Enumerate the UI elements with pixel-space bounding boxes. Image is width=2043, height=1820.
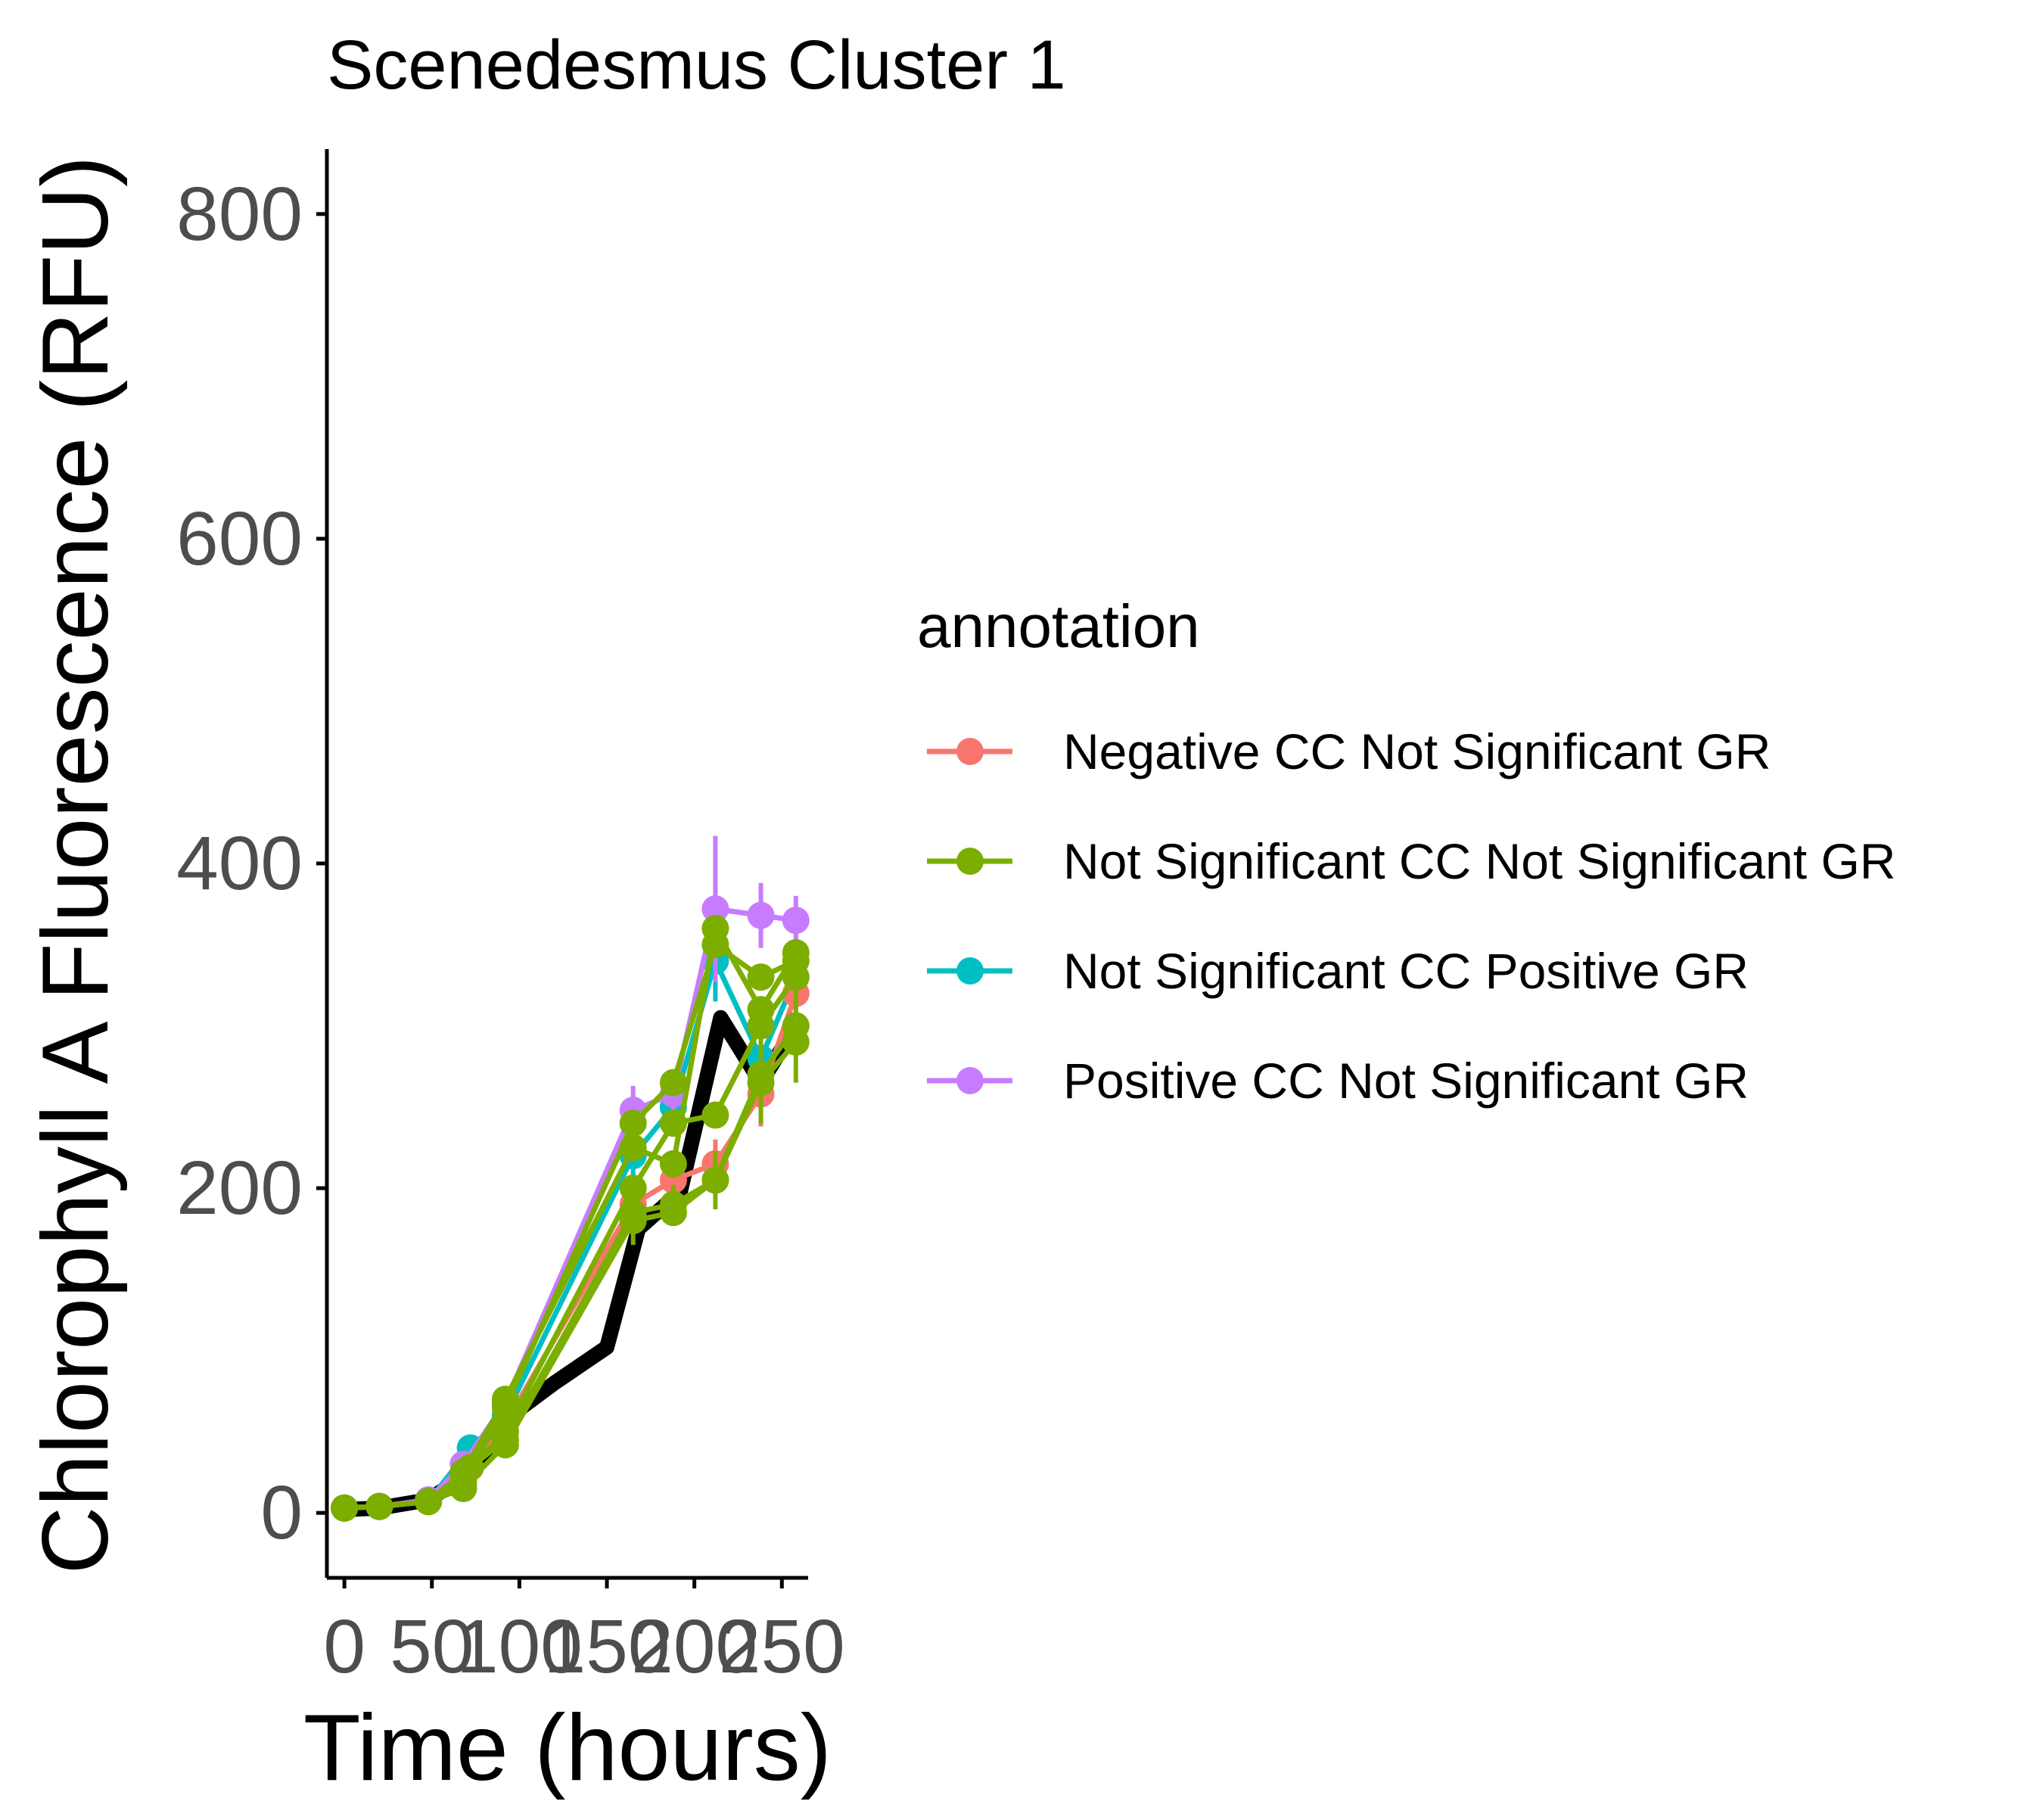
x-tick-label: 50: [390, 1604, 474, 1689]
y-axis-label: Chlorophyll A Fluorescence (RFU): [23, 156, 128, 1574]
series-1-trace-3-point: [747, 996, 775, 1024]
y-tick-label: 0: [260, 1470, 303, 1555]
series-1-trace-0-point: [747, 963, 775, 991]
legend-label: Negative CC Not Significant GR: [1063, 723, 1771, 779]
series-3-point: [701, 895, 729, 923]
series-1-trace-1-point: [701, 1101, 729, 1129]
y-tick-label: 400: [176, 821, 303, 906]
series-1: [331, 914, 810, 1522]
series-1-point: [331, 1494, 359, 1522]
x-tick-label: 250: [719, 1604, 845, 1689]
legend-label: Not Significant CC Not Significant GR: [1063, 833, 1895, 889]
y-ticks: 0 200 400 600 800: [176, 172, 327, 1555]
legend-key-point: [956, 738, 984, 765]
x-tick-label: 0: [323, 1604, 365, 1689]
series-1-point: [659, 1190, 687, 1218]
series-1-point: [449, 1475, 477, 1502]
chart-title: Scenedesmus Cluster 1: [327, 26, 1066, 104]
legend-label: Not Significant CC Positive GR: [1063, 943, 1749, 999]
series-3-point: [782, 907, 810, 935]
series-1-point: [415, 1488, 443, 1516]
legend-key-point: [956, 957, 984, 985]
y-tick-label: 600: [176, 496, 303, 581]
series-1-trace-3-point: [701, 914, 729, 942]
x-tick-label: 150: [544, 1604, 670, 1689]
series-1-point: [701, 1166, 729, 1194]
series-1-trace-0-point: [619, 1109, 647, 1137]
series-1-point: [365, 1492, 393, 1520]
series-1-trace-3-point: [782, 939, 810, 966]
series-1-point: [491, 1426, 519, 1454]
series-1-point: [456, 1454, 484, 1482]
series-1-trace-3-point: [491, 1386, 519, 1413]
plot-marks: [331, 835, 810, 1522]
series-1-point: [782, 1012, 810, 1040]
series-1-point: [747, 1060, 775, 1088]
y-tick-label: 200: [176, 1146, 303, 1230]
x-axis-label: Time (hours): [303, 1696, 832, 1800]
legend-title: annotation: [917, 593, 1200, 660]
series-3-point: [747, 901, 775, 929]
y-tick-label: 800: [176, 172, 303, 257]
legend: Negative CC Not Significant GR Not Signif…: [927, 723, 1895, 1109]
series-1-trace-3-point: [619, 1134, 647, 1162]
legend-label: Positive CC Not Significant GR: [1063, 1053, 1749, 1109]
legend-key-point: [956, 1067, 984, 1094]
legend-key-point: [956, 848, 984, 875]
x-tick-label: 200: [631, 1604, 757, 1689]
series-1-trace-3-point: [659, 1150, 687, 1178]
series-1-trace-0-point: [659, 1069, 687, 1097]
series-1-point: [619, 1199, 647, 1227]
x-tick-label: 100: [456, 1604, 583, 1689]
